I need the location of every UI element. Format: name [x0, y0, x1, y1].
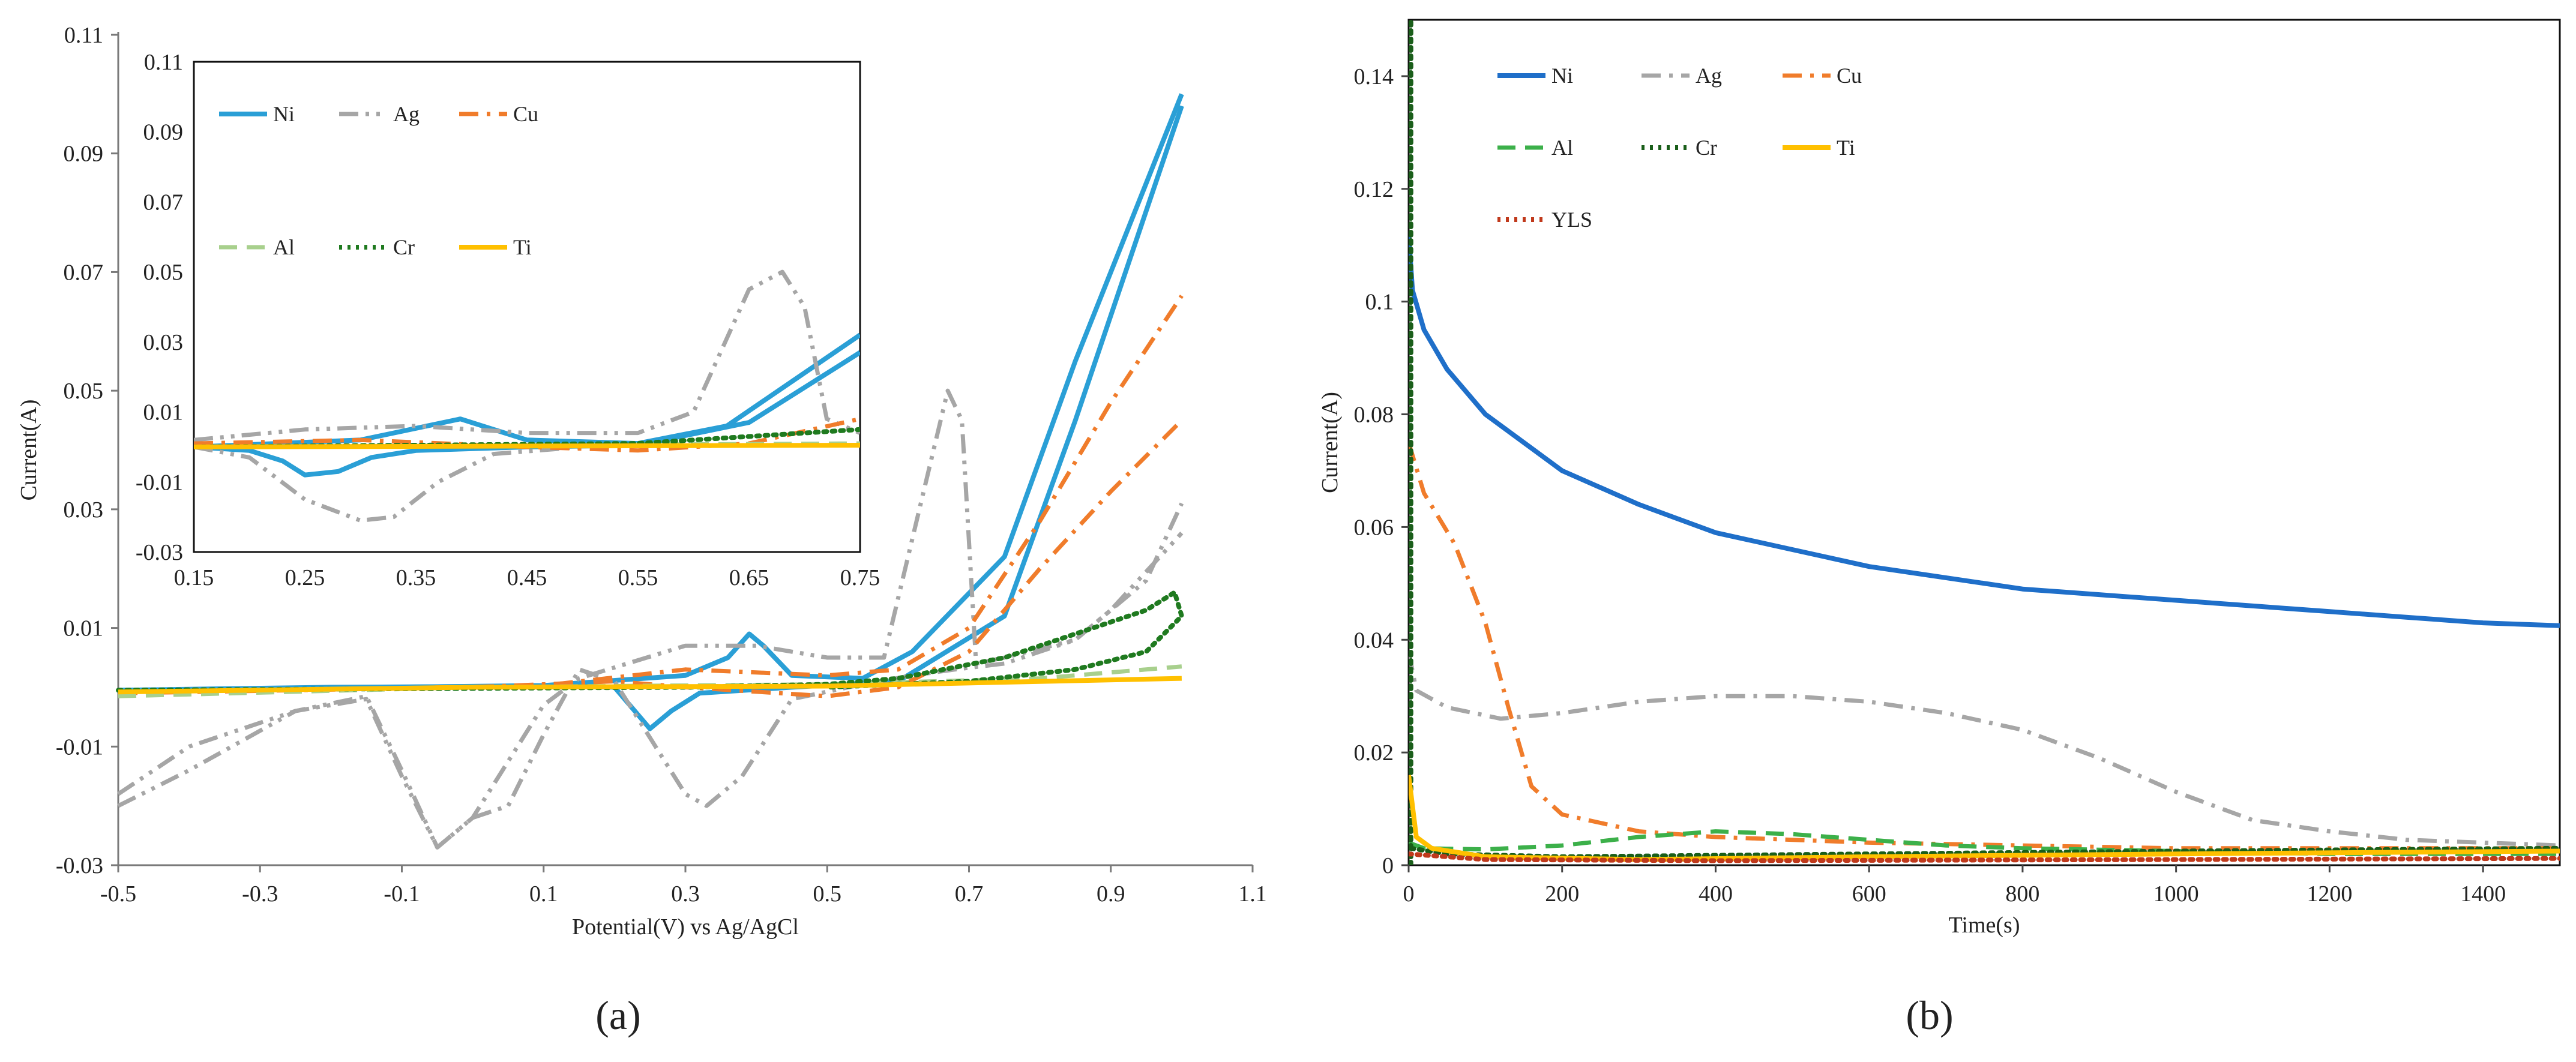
a-y-tick-label: 0.01 — [64, 616, 104, 641]
inset-ag-line-1 — [194, 445, 583, 523]
b-legend-label-ni: Ni — [1551, 64, 1573, 88]
inset-frame — [193, 61, 861, 553]
a-x-tick-label: -0.3 — [242, 881, 278, 907]
inset-x-tick-label: 0.25 — [285, 565, 325, 590]
a-x-tick-label: 0.3 — [671, 881, 700, 907]
inset-y-tick-label: 0.03 — [143, 330, 184, 355]
b-y-tick-label: 0.14 — [1354, 64, 1394, 89]
a-y-tick-label: 0.07 — [64, 260, 104, 285]
inset-plot — [194, 269, 860, 523]
b-y-tick-label: 0.12 — [1354, 177, 1394, 202]
inset-legend-label-ag: Ag — [393, 102, 420, 126]
inset-x-tick-label: 0.75 — [840, 565, 880, 590]
panel-label-b: (b) — [1906, 992, 1953, 1038]
b-plot — [1409, 20, 2560, 865]
b-legend-label-cr: Cr — [1696, 136, 1717, 160]
inset-y-tick-label: 0.01 — [143, 400, 184, 425]
b-x-tick-label: 400 — [1699, 881, 1733, 907]
a-ni-line-1 — [118, 93, 1184, 693]
inset-x-tick-label: 0.65 — [729, 565, 769, 590]
inset-legend-label-ti: Ti — [513, 235, 532, 259]
b-legend-label-ag: Ag — [1696, 64, 1722, 88]
b-legend-label-al: Al — [1551, 136, 1573, 160]
a-x-axis-label: Potential(V) vs Ag/AgCl — [572, 914, 799, 940]
a-y-axis-label: Current(A) — [16, 400, 41, 501]
a-x-tick-label: 0.1 — [529, 881, 558, 907]
b-x-tick-label: 0 — [1403, 881, 1415, 907]
b-legend-label-cu: Cu — [1837, 64, 1862, 88]
chart-b: 0 200 400 600 800 1000 1200 1400 0 0.02 0.04 0.06 0.… — [1317, 19, 2561, 938]
inset-y-tick-label: 0.09 — [143, 120, 184, 145]
a-x-tick-label: 0.9 — [1097, 881, 1125, 907]
inset-ti-line-0 — [194, 443, 860, 449]
b-x-tick-label: 1000 — [2153, 881, 2199, 907]
a-y-tick-label: -0.03 — [56, 853, 103, 878]
a-y-tick-label: 0.05 — [64, 379, 104, 404]
chart-a: -0.5 -0.3 -0.1 0.1 0.3 0.5 0.7 0.9 1.1 -0.03 -0.01… — [16, 23, 1267, 940]
a-ag-line-0 — [117, 532, 1184, 850]
b-legend-label-yls: YLS — [1551, 208, 1592, 232]
b-legend-label-ti: Ti — [1837, 136, 1855, 160]
a-y-tick-label: 0.09 — [64, 142, 104, 167]
inset-y-tick-label: -0.01 — [136, 470, 183, 495]
b-x-tick-label: 800 — [2005, 881, 2039, 907]
inset-y-tick-label: 0.11 — [144, 50, 183, 75]
b-x-axis-label: Time(s) — [1949, 913, 2020, 938]
b-y-tick-label: 0.02 — [1354, 740, 1394, 766]
inset-ni-line-1 — [194, 332, 860, 449]
inset-x-tick-label: 0.45 — [507, 565, 547, 590]
inset-x-tick-label: 0.15 — [174, 565, 214, 590]
a-y-tick-label: 0.11 — [64, 23, 103, 48]
inset-y-tick-label: 0.05 — [143, 260, 184, 285]
inset-legend-label-al: Al — [273, 235, 295, 259]
b-y-tick-label: 0 — [1382, 853, 1394, 878]
b-ag-line-0 — [1409, 650, 2560, 848]
a-y-tick-label: 0.03 — [64, 497, 104, 523]
b-cu-line-0 — [1409, 442, 2560, 851]
inset-legend-label-cr: Cr — [393, 235, 415, 259]
b-y-tick-label: 0.04 — [1354, 628, 1394, 653]
inset-x-tick-label: 0.35 — [396, 565, 436, 590]
inset-y-tick-label: 0.07 — [143, 190, 184, 215]
a-x-tick-label: -0.5 — [100, 881, 136, 907]
b-ni-line-0 — [1409, 233, 2560, 628]
inset-legend-label-ni: Ni — [273, 102, 295, 126]
b-cr-line-1 — [1409, 845, 2560, 859]
b-y-tick-label: 0.06 — [1354, 515, 1394, 540]
a-x-tick-label: 1.1 — [1238, 881, 1267, 907]
b-yls-line-0 — [1409, 851, 2560, 863]
inset-x-tick-label: 0.55 — [618, 565, 658, 590]
a-x-tick-label: 0.5 — [813, 881, 842, 907]
b-y-tick-label: 0.08 — [1354, 403, 1394, 428]
a-cu-line-1 — [118, 295, 1184, 695]
a-y-tick-label: -0.01 — [56, 734, 103, 760]
b-y-axis-label: Current(A) — [1317, 392, 1343, 493]
b-x-tick-label: 600 — [1852, 881, 1886, 907]
a-x-tick-label: 0.7 — [955, 881, 984, 907]
panel-label-a: (a) — [595, 992, 640, 1038]
a-x-tick-label: -0.1 — [384, 881, 420, 907]
b-x-tick-label: 1200 — [2307, 881, 2352, 907]
b-x-tick-label: 200 — [1545, 881, 1579, 907]
a-ti-line-0 — [118, 676, 1182, 695]
b-x-tick-label: 1400 — [2460, 881, 2506, 907]
inset-y-tick-label: -0.03 — [136, 540, 183, 565]
b-y-tick-label: 0.1 — [1365, 290, 1394, 315]
inset-legend-label-cu: Cu — [513, 102, 538, 126]
